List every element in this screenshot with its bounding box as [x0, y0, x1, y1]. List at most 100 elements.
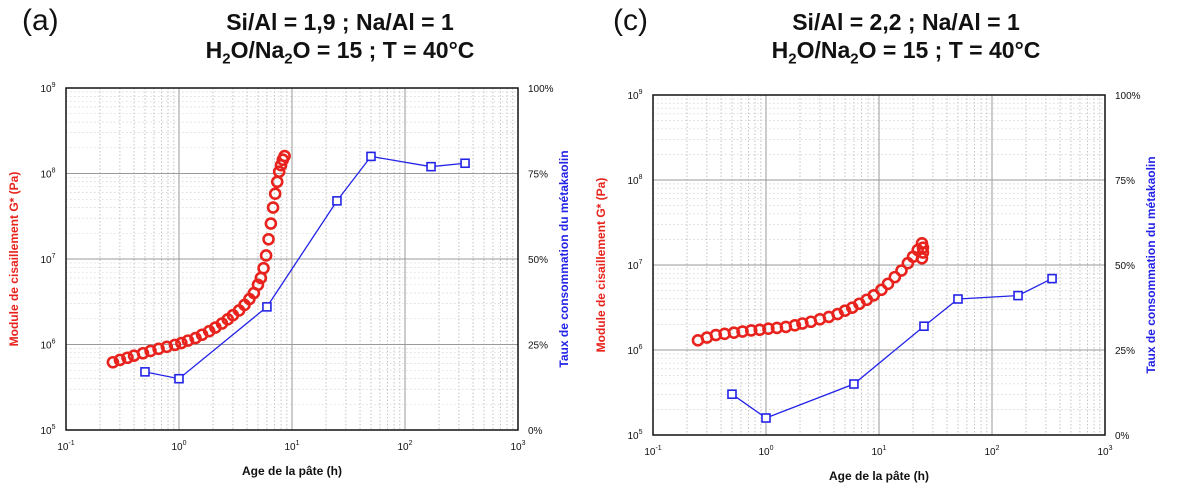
x-tick-label: 101	[871, 445, 886, 458]
y-left-tick-label: 107	[40, 253, 55, 266]
data-point	[272, 165, 286, 178]
grid-major	[653, 95, 1105, 435]
data-point	[268, 187, 282, 201]
data-point	[140, 367, 150, 377]
y-right-axis-label: Taux de consommation du métakaolin	[1144, 156, 1158, 373]
data-point	[744, 324, 758, 337]
chart-title-line2: H2O/Na2O = 15 ; T = 40°C	[205, 37, 475, 68]
panel-label: (c)	[613, 4, 648, 37]
data-point	[366, 151, 376, 162]
y-right-tick-label: 50%	[528, 255, 548, 266]
chart-panel-a: (a) Si/Al = 1,9 ; Na/Al = 1 H2O/Na2O = 1…	[7, 4, 571, 478]
chart-title-line2: H2O/Na2O = 15 ; T = 40°C	[771, 37, 1041, 68]
plot-frame	[652, 94, 1106, 436]
x-axis-label: Age de la pâte (h)	[242, 464, 342, 478]
y-left-tick-label: 105	[40, 424, 55, 437]
series-line	[731, 278, 1053, 419]
data-point	[953, 294, 963, 304]
chart-title-line1: Si/Al = 2,2 ; Na/Al = 1	[792, 9, 1020, 35]
plot-frame	[65, 87, 519, 431]
chart-title: Si/Al = 1,9 ; Na/Al = 1 H2O/Na2O = 15 ; …	[200, 8, 480, 74]
data-point	[266, 201, 280, 214]
x-tick-label: 102	[397, 440, 412, 453]
x-tick-label: 102	[984, 445, 999, 458]
data-point	[915, 251, 929, 265]
data-point	[761, 413, 771, 423]
y-left-tick-label: 109	[627, 89, 642, 102]
data-point	[278, 149, 291, 163]
x-tick-label: 103	[1097, 445, 1112, 458]
data-point	[175, 336, 188, 350]
y-left-tick-label: 105	[627, 429, 642, 442]
y-right-tick-label: 100%	[528, 84, 554, 95]
y-left-axis-label: Module de cisaillement G* (Pa)	[594, 178, 608, 353]
chart-plot-a: 10-1 100 101 102 103 105 106 107 108 109 0% 25% 50% 7…	[7, 82, 571, 478]
y-right-tick-label: 25%	[528, 341, 548, 352]
y-right-tick-label: 0%	[528, 426, 543, 437]
y-right-tick-label: 0%	[1115, 431, 1130, 442]
data-point	[262, 232, 275, 246]
data-point	[1047, 273, 1057, 284]
data-point	[332, 196, 342, 206]
data-point	[251, 278, 265, 292]
data-point	[426, 161, 436, 172]
x-tick-label: 100	[171, 440, 186, 453]
y-left-tick-label: 108	[627, 174, 642, 187]
data-point	[788, 319, 802, 332]
data-point	[152, 342, 165, 356]
data-point	[144, 344, 157, 358]
chart-plot-c: 10-1 100 101 102 103 105 106 107 108 109 0% 25% 50% 7…	[594, 89, 1158, 483]
y-right-tick-label: 75%	[528, 170, 548, 181]
data-point	[888, 270, 902, 284]
x-axis-label: Age de la pâte (h)	[829, 469, 929, 483]
data-point	[264, 217, 278, 230]
chart-panel-c: (c) Si/Al = 2,2 ; Na/Al = 1 H2O/Na2O = 1…	[591, 0, 1182, 488]
x-tick-label: 101	[284, 440, 299, 453]
data-point	[121, 351, 134, 365]
grid-minor	[653, 95, 1105, 435]
y-left-axis-label: Module de cisaillement G* (Pa)	[7, 172, 21, 347]
data-point	[919, 321, 929, 332]
series-shear-modulus	[691, 237, 930, 347]
y-left-tick-label: 109	[40, 82, 55, 95]
y-right-axis-label: Taux de consommation du métakaolin	[557, 150, 571, 367]
y-left-tick-label: 107	[627, 259, 642, 272]
chart-title: Si/Al = 2,2 ; Na/Al = 1 H2O/Na2O = 15 ; …	[766, 8, 1046, 74]
data-point	[460, 158, 470, 169]
y-right-tick-label: 25%	[1115, 346, 1135, 357]
data-point	[257, 261, 270, 275]
y-right-tick-label: 50%	[1115, 261, 1135, 272]
data-point	[259, 249, 273, 262]
data-point	[838, 304, 852, 317]
data-point	[916, 246, 930, 259]
series-metakaolin-consumption	[727, 273, 1057, 423]
y-left-tick-label: 106	[40, 339, 55, 352]
data-point	[189, 331, 202, 345]
x-tick-label: 10-1	[57, 440, 74, 453]
data-point	[849, 379, 859, 389]
x-tick-label: 100	[758, 445, 773, 458]
data-point	[262, 302, 272, 312]
data-point	[881, 277, 895, 291]
data-point	[181, 334, 195, 347]
x-tick-label: 103	[510, 440, 525, 453]
y-left-tick-label: 106	[627, 344, 642, 357]
data-point	[895, 264, 908, 277]
panel-label: (a)	[22, 4, 59, 37]
data-point	[1013, 290, 1023, 301]
data-point	[762, 322, 775, 336]
data-point	[113, 353, 127, 367]
data-point	[727, 389, 737, 400]
y-right-tick-label: 75%	[1115, 176, 1135, 187]
grid-major	[66, 88, 518, 430]
data-point	[168, 338, 182, 352]
data-point	[106, 355, 120, 369]
data-point	[136, 346, 150, 360]
series-metakaolin-consumption	[140, 151, 470, 384]
y-left-tick-label: 108	[40, 168, 55, 181]
data-point	[270, 175, 284, 189]
series-shear-modulus	[106, 149, 291, 369]
series-line	[144, 155, 466, 380]
data-point	[174, 373, 184, 384]
chart-title-line1: Si/Al = 1,9 ; Na/Al = 1	[226, 9, 454, 35]
